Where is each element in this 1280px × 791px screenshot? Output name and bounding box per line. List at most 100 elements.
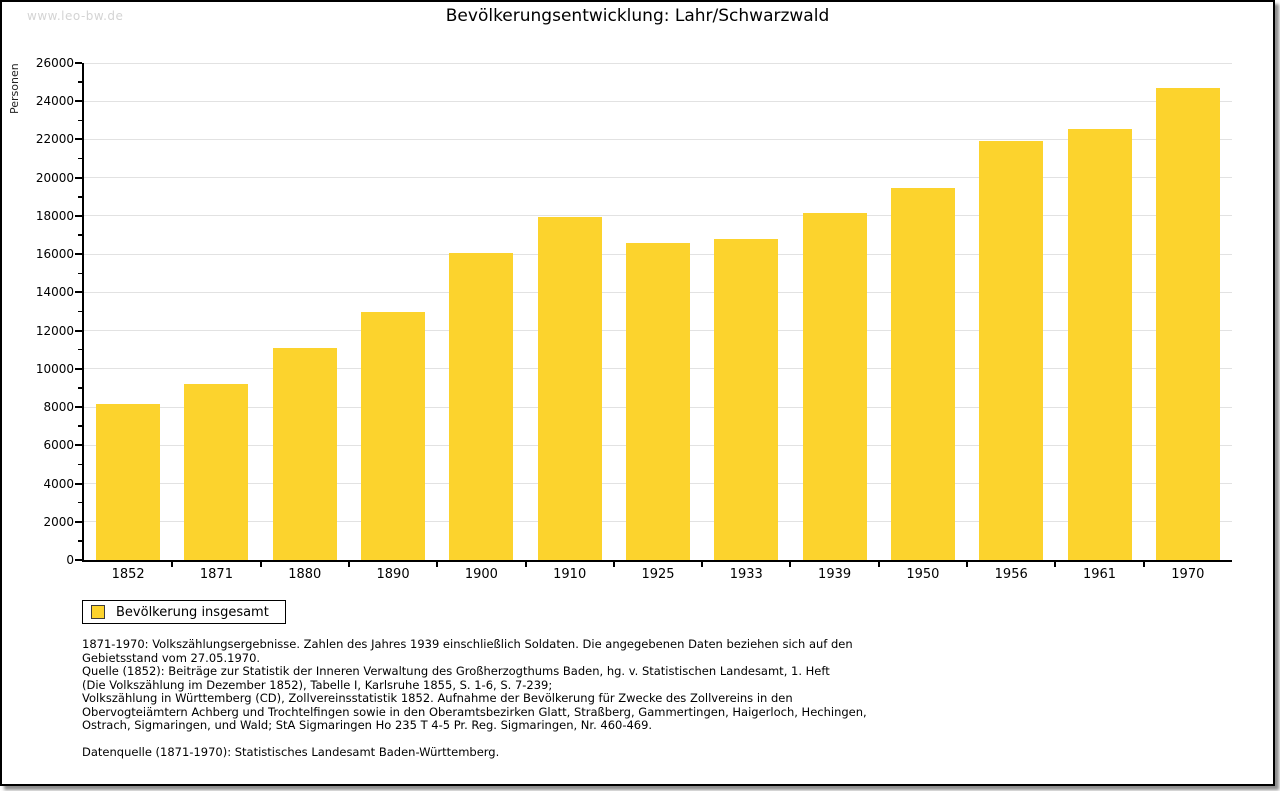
y-minor-tick [78, 387, 82, 389]
bar [714, 238, 779, 560]
x-tick-label: 1925 [641, 567, 675, 582]
y-major-tick [75, 559, 82, 561]
footnote-line: (Die Volkszählung im Dezember 1852), Tab… [82, 677, 553, 692]
y-tick-label: 4000 [43, 476, 74, 491]
y-tick-label: 26000 [35, 56, 74, 70]
y-minor-tick [78, 119, 82, 122]
y-major-tick [75, 482, 82, 485]
datasource-line: Datenquelle (1871-1970): Statistisches L… [82, 744, 500, 759]
y-minor-tick [78, 425, 82, 427]
plot-area: 0 2000 4000 6000 8000 10000 12000 14000 16000 180… [36, 56, 1232, 582]
y-minor-tick [78, 310, 82, 313]
bar [96, 403, 161, 560]
y-major-tick [75, 406, 82, 409]
x-tick-label: 1871 [199, 567, 233, 582]
y-major-tick [75, 138, 82, 141]
x-tick [259, 562, 262, 567]
x-tick [436, 562, 439, 567]
x-tick [966, 562, 969, 567]
bar [537, 217, 602, 560]
y-minor-tick [78, 463, 82, 466]
y-major-tick [75, 62, 82, 64]
chart-title: Bevölkerungsentwicklung: Lahr/Schwarzwal… [445, 6, 830, 26]
bar [802, 213, 867, 560]
gridline [84, 100, 1232, 102]
y-minor-tick [78, 196, 82, 198]
y-tick-label: 18000 [35, 208, 74, 223]
bar [626, 242, 690, 560]
bar [890, 188, 955, 560]
y-major-tick [75, 329, 82, 332]
y-major-tick [75, 367, 82, 370]
footnote-line: Volkszählung in Württemberg (CD), Zollve… [82, 691, 793, 705]
footnotes: 1871-1970: Volkszählungsergebnisse. Zahl… [82, 637, 1232, 759]
y-tick-label: 8000 [43, 400, 74, 415]
x-tick-label: 1939 [818, 567, 852, 582]
footnote-line: 1871-1970: Volkszählungsergebnisse. Zahl… [82, 637, 853, 651]
y-minor-tick [78, 348, 82, 351]
x-tick [524, 562, 527, 567]
x-tick [347, 562, 350, 567]
x-tick [612, 562, 615, 567]
y-tick-label: 24000 [35, 94, 74, 109]
y-tick-label: 0 [66, 553, 74, 567]
y-minor-tick [78, 272, 82, 275]
x-tick-label: 1933 [729, 567, 763, 582]
gridline [84, 177, 1232, 179]
y-tick-label: 20000 [35, 170, 74, 185]
gridline [84, 138, 1232, 140]
x-tick-label: 1956 [994, 567, 1028, 582]
y-tick-label: 16000 [35, 247, 74, 262]
gridline [84, 62, 1232, 64]
y-major-tick [75, 291, 82, 294]
y-major-tick [75, 253, 82, 256]
gridline [84, 215, 1232, 217]
x-tick-label: 1880 [288, 567, 322, 582]
y-minor-tick [78, 157, 82, 160]
x-tick [877, 562, 880, 567]
y-tick-label: 12000 [35, 323, 74, 338]
y-tick-label: 2000 [43, 514, 74, 529]
x-tick-label: 1890 [376, 567, 410, 582]
bar [1067, 128, 1132, 560]
x-tick [789, 562, 792, 567]
y-major-tick [75, 520, 82, 523]
y-tick-label: 6000 [43, 438, 74, 453]
x-tick [1054, 562, 1057, 567]
y-minor-tick [78, 501, 82, 504]
x-tick-label: 1961 [1082, 567, 1117, 582]
footnote-line: Obervogteiämtern Achberg und Trochtelfin… [82, 704, 867, 719]
x-tick-label: 1910 [553, 567, 587, 582]
bar [979, 140, 1044, 560]
y-major-tick [75, 100, 82, 103]
y-minor-tick [78, 81, 82, 83]
y-tick-label: 14000 [35, 285, 74, 300]
y-major-tick [75, 444, 82, 447]
y-tick-label: 22000 [35, 132, 74, 147]
x-tick [1142, 562, 1145, 567]
watermark: www.leo-bw.de [27, 9, 124, 23]
x-tick [701, 562, 704, 567]
bar [361, 312, 426, 560]
x-tick-label: 1900 [464, 567, 498, 582]
y-major-tick [75, 176, 82, 179]
y-minor-tick [78, 234, 82, 236]
y-minor-tick [78, 540, 82, 542]
x-tick-label: 1970 [1171, 567, 1205, 582]
footnote-line: Gebietsstand vom 27.05.1970. [82, 650, 261, 665]
footnote-line: Ostrach, Sigmaringen, und Wald; StA Sigm… [82, 718, 653, 732]
legend-label: Bevölkerung insgesamt [116, 604, 269, 620]
legend-swatch-icon [91, 605, 105, 619]
legend-box: Bevölkerung insgesamt [82, 600, 286, 624]
bar [449, 252, 514, 560]
bar [184, 384, 249, 560]
footnote-line: Quelle (1852): Beiträge zur Statistik de… [82, 664, 830, 678]
y-major-tick [75, 214, 82, 217]
x-tick-label: 1950 [906, 567, 940, 582]
x-tick [171, 562, 174, 567]
x-tick-label: 1852 [111, 567, 145, 582]
bar [272, 348, 337, 560]
bar [1155, 87, 1220, 560]
y-tick-label: 10000 [35, 361, 74, 376]
